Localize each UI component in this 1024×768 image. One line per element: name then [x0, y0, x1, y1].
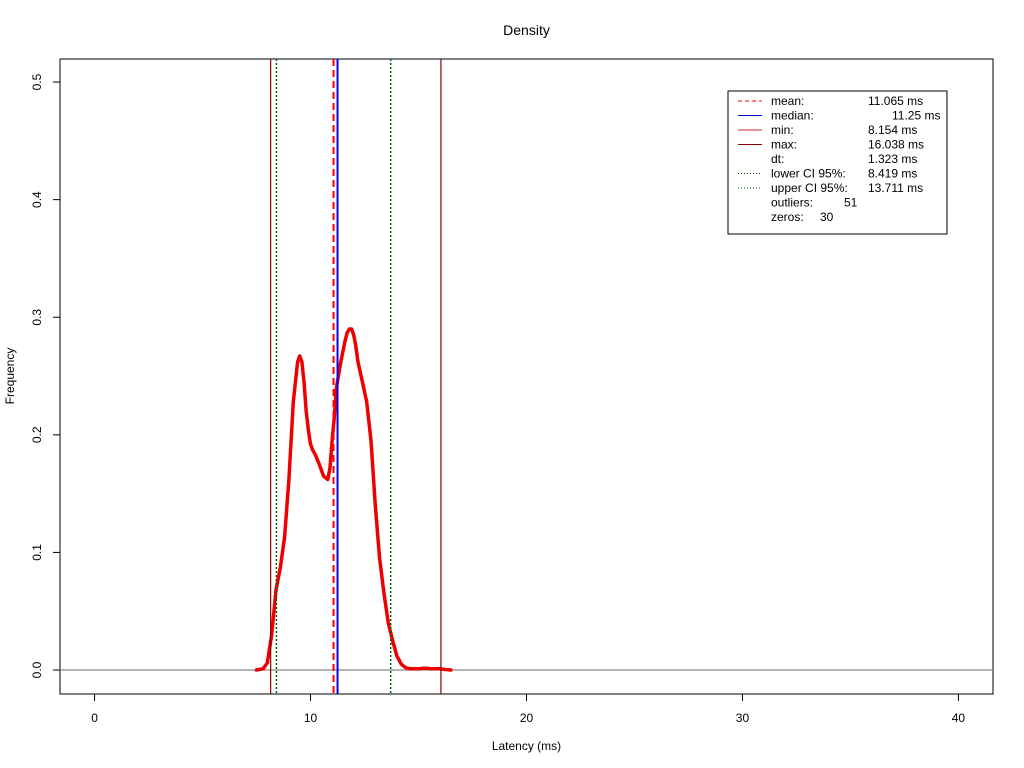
legend-label: lower CI 95%: [771, 167, 846, 181]
legend-label: outliers: [771, 196, 813, 210]
y-axis-label: Frequency [3, 348, 17, 405]
legend-label: max: [771, 138, 797, 152]
legend-value: 11.065 ms [868, 94, 923, 108]
legend-label: min: [771, 123, 794, 137]
density-curve [254, 327, 453, 672]
y-tick-label: 0.4 [30, 191, 44, 208]
x-tick-label: 20 [520, 711, 534, 725]
y-tick-label: 0.2 [30, 426, 44, 443]
legend-label: upper CI 95%: [771, 181, 848, 195]
legend-value: 8.419 ms [868, 167, 917, 181]
legend-value: 51 [844, 196, 858, 210]
legend-label: median: [771, 109, 814, 123]
chart-title: Density [503, 22, 550, 38]
legend-value: 13.711 ms [868, 181, 923, 195]
x-tick-label: 10 [304, 711, 318, 725]
x-tick-label: 0 [91, 711, 98, 725]
y-tick-label: 0.0 [30, 661, 44, 678]
legend-label: zeros: [771, 210, 804, 224]
x-tick-label: 30 [736, 711, 750, 725]
x-axis-label: Latency (ms) [492, 739, 561, 753]
legend-box [727, 90, 948, 235]
y-tick-label: 0.3 [30, 309, 44, 326]
legend-value: 1.323 ms [868, 152, 917, 166]
legend-value: 11.25 ms [892, 109, 940, 123]
legend: mean: 11.065 ms median: 11.25 ms min: 8.154 m… [727, 90, 948, 235]
y-tick-label: 0.1 [30, 544, 44, 561]
x-tick-label: 40 [952, 711, 966, 725]
legend-label: dt: [771, 152, 784, 166]
legend-value: 30 [820, 210, 834, 224]
legend-label: mean: [771, 94, 804, 108]
y-tick-label: 0.5 [30, 73, 44, 90]
legend-value: 8.154 ms [868, 123, 917, 137]
legend-value: 16.038 ms [868, 138, 924, 152]
plot-area: 0 10 20 30 40 0.0 0.1 0.2 0.3 0.4 0.5 [30, 58, 994, 725]
